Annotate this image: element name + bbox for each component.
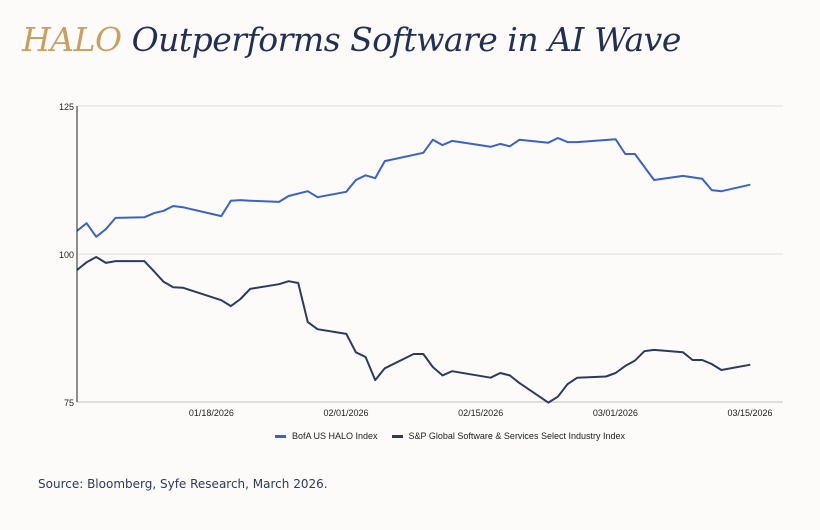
x-tick-label: 02/01/2026 <box>324 408 369 418</box>
legend-label-halo: BofA US HALO Index <box>292 431 378 441</box>
legend-label-sp: S&P Global Software & Services Select In… <box>408 431 625 441</box>
x-tick-label: 03/15/2026 <box>727 408 772 418</box>
title-highlight: HALO <box>22 20 122 59</box>
line-chart: 75 100 125 01/18/2026 02/01/2026 02/15/2026 0… <box>59 102 783 418</box>
series-line-sp <box>76 256 751 404</box>
y-tick-label: 100 <box>59 250 74 260</box>
title-rest: Outperforms Software in AI Wave <box>121 20 682 59</box>
series-line-halo <box>76 137 751 238</box>
legend-swatch-halo <box>275 434 286 438</box>
x-tick-label: 03/01/2026 <box>593 408 638 418</box>
y-tick-label: 75 <box>64 398 74 408</box>
legend-item-halo: BofA US HALO Index <box>275 431 378 441</box>
x-tick-label: 02/15/2026 <box>458 408 503 418</box>
legend: BofA US HALO Index S&P Global Software &… <box>0 431 820 441</box>
source-note: Source: Bloomberg, Syfe Research, March … <box>38 477 328 491</box>
chart-title: HALO Outperforms Software in AI Wave <box>22 20 681 59</box>
y-tick-label: 125 <box>59 102 74 112</box>
legend-swatch-sp <box>391 434 403 438</box>
legend-item-sp: S&P Global Software & Services Select In… <box>391 431 625 441</box>
x-tick-label: 01/18/2026 <box>189 408 234 418</box>
